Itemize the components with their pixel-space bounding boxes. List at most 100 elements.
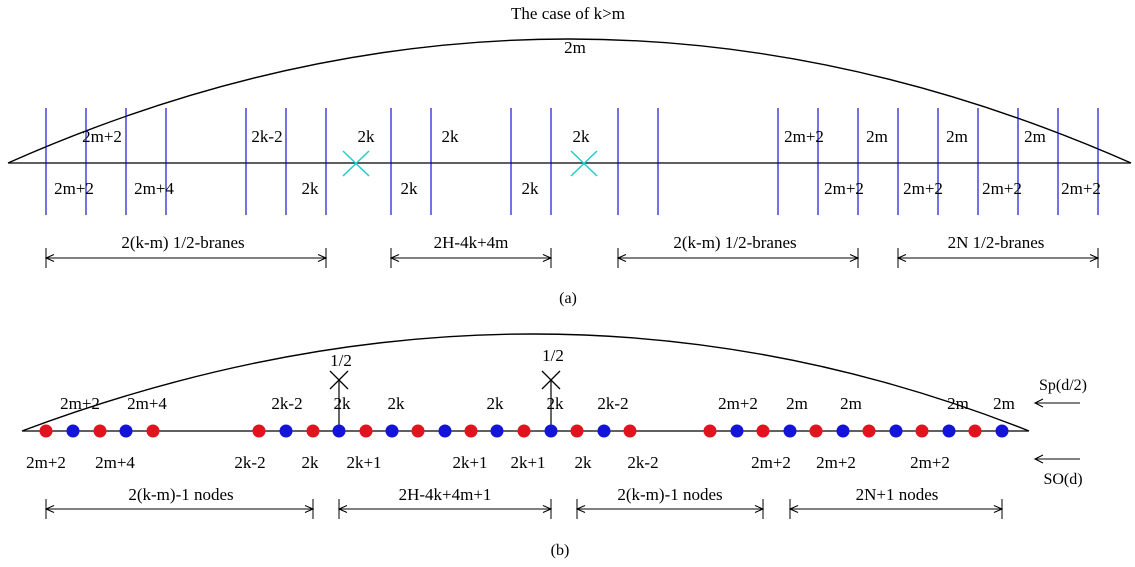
- span-group: [44, 248, 1100, 268]
- label-below: 2m+2: [54, 179, 94, 198]
- label-below: 2m+4: [95, 453, 135, 472]
- span-arrowhead: [575, 505, 586, 513]
- label-above: 2m: [866, 127, 888, 146]
- half-label: 1/2: [542, 346, 564, 365]
- arrow-label-so: SO(d): [1043, 471, 1082, 488]
- span-arrowhead: [788, 505, 799, 513]
- label-below: 2k+1: [346, 453, 381, 472]
- node-blue: [490, 424, 504, 438]
- span-arrowhead: [44, 505, 55, 513]
- span-arrowhead: [754, 505, 765, 513]
- label-above: 2k: [388, 394, 406, 413]
- label-below: 2m+2: [903, 179, 943, 198]
- node-red: [703, 424, 717, 438]
- label-below: 2k-2: [627, 453, 658, 472]
- half-label: 1/2: [330, 351, 352, 370]
- node-blue: [889, 424, 903, 438]
- node-group: [39, 424, 1009, 438]
- label-above: 2m: [947, 394, 969, 413]
- span-arrowhead: [1089, 254, 1100, 262]
- node-blue: [995, 424, 1009, 438]
- node-red: [252, 424, 266, 438]
- figure-title: The case of k>m: [511, 4, 625, 23]
- node-red: [809, 424, 823, 438]
- label-below: 2m+2: [26, 453, 66, 472]
- label-below: 2k: [401, 179, 419, 198]
- span-label: 2H-4k+4m+1: [399, 485, 492, 504]
- node-red: [411, 424, 425, 438]
- span-arrowhead: [542, 505, 553, 513]
- label-above: 2m: [840, 394, 862, 413]
- label-above: 2m+4: [127, 394, 167, 413]
- orientifold-cross: [570, 150, 598, 177]
- label-above: 2m: [1024, 127, 1046, 146]
- node-red: [306, 424, 320, 438]
- node-blue: [836, 424, 850, 438]
- label-above: 2k-2: [271, 394, 302, 413]
- node-blue: [942, 424, 956, 438]
- label-below: 2k-2: [234, 453, 265, 472]
- span-label: 2N 1/2-branes: [948, 233, 1045, 252]
- panel-b: 1/2 1/2 2m+2 2m+4 2k-2 2k 2k 2k 2k 2k-2 …: [21, 333, 1087, 559]
- caption-b: (b): [551, 542, 570, 559]
- arrow-label-sp: Sp(d/2): [1039, 377, 1087, 394]
- node-blue: [730, 424, 744, 438]
- label-below: 2k: [522, 179, 540, 198]
- label-above: 2k: [487, 394, 505, 413]
- span-arrowhead: [337, 505, 348, 513]
- node-blue: [279, 424, 293, 438]
- brane-group: [45, 108, 1099, 215]
- span-label: 2(k-m) 1/2-branes: [673, 233, 796, 252]
- label-below: 2m+2: [982, 179, 1022, 198]
- node-red: [517, 424, 531, 438]
- label-below: 2k: [302, 179, 320, 198]
- label-above: 2k: [573, 127, 591, 146]
- node-red: [464, 424, 478, 438]
- label-above: 2k: [442, 127, 460, 146]
- span-arrowhead: [542, 254, 553, 262]
- node-red: [146, 424, 160, 438]
- node-blue: [119, 424, 133, 438]
- orientifold-cross: [342, 150, 370, 177]
- span-label: 2(k-m)-1 nodes: [617, 485, 722, 504]
- label-below: 2k+1: [452, 453, 487, 472]
- label-below: 2k: [302, 453, 320, 472]
- label-above: 2m: [786, 394, 808, 413]
- node-red: [862, 424, 876, 438]
- span-arrowhead: [317, 254, 328, 262]
- node-red: [359, 424, 373, 438]
- span-label: 2(k-m)-1 nodes: [128, 485, 233, 504]
- span-arrowhead: [849, 254, 860, 262]
- node-red: [623, 424, 637, 438]
- label-above: 2m: [946, 127, 968, 146]
- span-arrowhead: [44, 254, 55, 262]
- label-above: 2m+2: [82, 127, 122, 146]
- label-above: 2k-2: [597, 394, 628, 413]
- cross-marker: [541, 370, 561, 390]
- node-red: [39, 424, 53, 438]
- node-red: [968, 424, 982, 438]
- cross-marker: [329, 370, 349, 390]
- label-above: 2k: [334, 394, 352, 413]
- label-below: 2m+2: [816, 453, 856, 472]
- node-red: [756, 424, 770, 438]
- panel-a: 2m 2m+2 2k-2 2k 2k 2k 2m+2 2m 2m 2m 2m+2…: [7, 38, 1132, 307]
- node-blue: [783, 424, 797, 438]
- span-label: 2N+1 nodes: [856, 485, 939, 504]
- span-arrowhead: [896, 254, 907, 262]
- label-below: 2m+2: [824, 179, 864, 198]
- span-arrowhead: [616, 254, 627, 262]
- label-above: 2k: [358, 127, 376, 146]
- label-above: 2k: [547, 394, 565, 413]
- label-below: 2m+2: [910, 453, 950, 472]
- label-below: 2k+1: [510, 453, 545, 472]
- arc-b: [21, 333, 1030, 432]
- arrow-head: [1033, 398, 1044, 408]
- caption-a: (a): [559, 290, 577, 307]
- label-below: 2m+4: [134, 179, 174, 198]
- node-red: [915, 424, 929, 438]
- span-arrowhead: [993, 505, 1004, 513]
- node-red: [570, 424, 584, 438]
- label-above: 2m+2: [718, 394, 758, 413]
